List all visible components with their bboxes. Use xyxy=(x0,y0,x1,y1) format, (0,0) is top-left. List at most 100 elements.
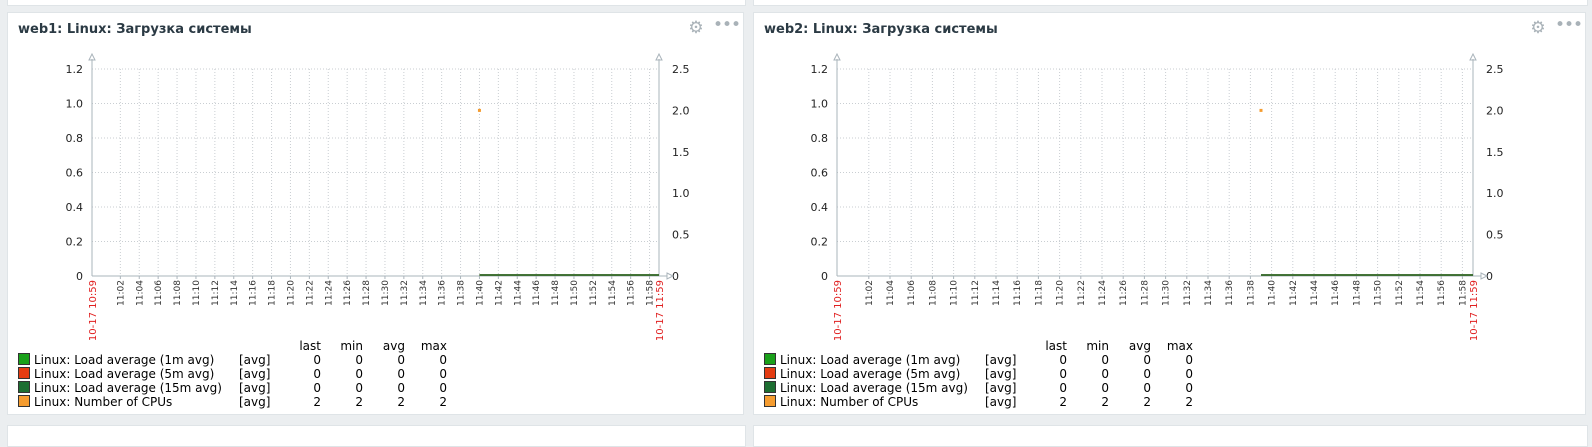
legend-header-max: max xyxy=(420,339,447,353)
legend-swatch xyxy=(764,367,776,379)
x-end-label: 10-17 11:59 xyxy=(1469,280,1480,341)
x-tick-label: 11:14 xyxy=(230,280,240,306)
y-right-axis-arrow xyxy=(655,52,663,61)
y-right-tick-label: 0.5 xyxy=(1486,229,1504,242)
legend-avg: 0 xyxy=(397,353,405,367)
x-tick-label: 11:50 xyxy=(1374,280,1384,306)
graph-chart[interactable]: 11:02 11:04 11:06 11:08 11:10 11:12 11:14 11:16… xyxy=(8,41,745,341)
legend-series-name: Linux: Number of CPUs xyxy=(34,395,173,409)
legend-min: 0 xyxy=(355,381,363,395)
x-tick-label: 11:46 xyxy=(1331,280,1341,306)
y-left-tick-label: 0.2 xyxy=(66,236,84,249)
x-tick-label: 11:32 xyxy=(1183,280,1193,306)
y-left-tick-label: 1.0 xyxy=(811,98,829,111)
legend-swatch xyxy=(764,353,776,365)
y-left-tick-label: 0.8 xyxy=(66,132,84,145)
x-tick-label: 11:38 xyxy=(457,280,467,306)
legend-swatch xyxy=(18,367,30,379)
legend-swatch xyxy=(764,395,776,407)
legend-min: 0 xyxy=(1101,381,1109,395)
x-tick-label: 11:02 xyxy=(116,280,126,306)
series-point xyxy=(477,108,481,112)
x-tick-label: 11:12 xyxy=(211,280,221,306)
x-axis-arrow xyxy=(666,272,675,280)
y-right-tick-label: 2.5 xyxy=(672,63,690,76)
y-left-tick-label: 1.0 xyxy=(66,98,84,111)
y-left-tick-label: 0.6 xyxy=(66,167,84,180)
legend-swatch xyxy=(18,395,30,407)
legend-max: 2 xyxy=(1185,395,1193,409)
legend-row: Linux: Load average (5m avg) [avg] 0 0 0… xyxy=(18,367,447,381)
legend-function: [avg] xyxy=(985,395,1017,409)
legend-series-name: Linux: Load average (1m avg) xyxy=(780,353,961,367)
legend-row: Linux: Load average (15m avg) [avg] 0 0 … xyxy=(764,381,1193,395)
x-end-label: 10-17 11:59 xyxy=(655,280,666,341)
x-tick-label: 11:58 xyxy=(646,280,656,306)
x-tick-label: 11:26 xyxy=(343,280,353,306)
x-tick-label: 11:48 xyxy=(551,280,561,306)
legend-function: [avg] xyxy=(985,381,1017,395)
legend-min: 2 xyxy=(1101,395,1109,409)
legend-function: [avg] xyxy=(239,367,271,381)
x-tick-label: 11:06 xyxy=(154,280,164,306)
legend-last: 2 xyxy=(313,395,321,409)
legend-max: 0 xyxy=(439,367,447,381)
x-tick-label: 11:42 xyxy=(494,280,504,306)
x-tick-label: 11:18 xyxy=(268,280,278,306)
graph-chart[interactable]: 11:02 11:04 11:06 11:08 11:10 11:12 11:14 11:16… xyxy=(754,41,1587,341)
x-tick-label: 11:54 xyxy=(608,280,618,306)
x-tick-label: 11:54 xyxy=(1416,280,1426,306)
legend-header-avg: avg xyxy=(1128,339,1151,353)
legend-min: 0 xyxy=(1101,367,1109,381)
x-tick-label: 11:22 xyxy=(305,280,315,306)
legend-row: Linux: Load average (1m avg) [avg] 0 0 0… xyxy=(764,353,1193,367)
x-tick-label: 11:42 xyxy=(1289,280,1299,306)
x-tick-label: 11:52 xyxy=(589,280,599,306)
legend-avg: 0 xyxy=(1143,381,1151,395)
legend-avg: 0 xyxy=(397,381,405,395)
legend-row: Linux: Number of CPUs [avg] 2 2 2 2 xyxy=(764,395,1193,409)
x-tick-label: 11:12 xyxy=(971,280,981,306)
x-tick-label: 11:24 xyxy=(324,280,334,306)
x-tick-label: 11:58 xyxy=(1458,280,1468,306)
x-tick-label: 11:30 xyxy=(381,280,391,306)
legend-function: [avg] xyxy=(985,367,1017,381)
x-tick-label: 11:04 xyxy=(886,280,896,306)
x-tick-label: 11:36 xyxy=(1225,280,1235,306)
legend-avg: 2 xyxy=(397,395,405,409)
ellipsis-icon[interactable]: ••• xyxy=(713,15,741,35)
x-tick-label: 11:18 xyxy=(1034,280,1044,306)
x-tick-label: 11:56 xyxy=(1437,280,1447,306)
x-tick-label: 11:34 xyxy=(419,280,429,306)
x-tick-label: 11:02 xyxy=(865,280,875,306)
y-left-axis-arrow xyxy=(833,52,841,61)
x-tick-label: 11:24 xyxy=(1098,280,1108,306)
legend-avg: 0 xyxy=(1143,367,1151,381)
ellipsis-icon[interactable]: ••• xyxy=(1555,15,1583,35)
y-right-tick-label: 0 xyxy=(672,270,679,283)
legend-header-min: min xyxy=(340,339,363,353)
x-start-label: 10-17 10:59 xyxy=(833,280,844,341)
y-left-tick-label: 1.2 xyxy=(66,63,84,76)
x-tick-label: 11:22 xyxy=(1077,280,1087,306)
legend-row: Linux: Load average (1m avg) [avg] 0 0 0… xyxy=(18,353,447,367)
gear-icon[interactable]: ⚙ xyxy=(688,18,704,38)
x-tick-label: 11:46 xyxy=(532,280,542,306)
legend-min: 0 xyxy=(1101,353,1109,367)
legend-function: [avg] xyxy=(239,353,271,367)
gear-icon[interactable]: ⚙ xyxy=(1530,18,1546,38)
widget-title: web2: Linux: Загрузка системы xyxy=(764,22,998,37)
legend-last: 0 xyxy=(1059,367,1067,381)
legend-min: 2 xyxy=(355,395,363,409)
x-tick-label: 11:52 xyxy=(1395,280,1405,306)
x-tick-label: 11:10 xyxy=(192,280,202,306)
legend-header-avg: avg xyxy=(382,339,405,353)
legend-series-name: Linux: Load average (15m avg) xyxy=(34,381,222,395)
widget-stub-bottom-left xyxy=(7,425,746,447)
y-left-tick-label: 0.4 xyxy=(811,201,829,214)
x-tick-label: 11:30 xyxy=(1162,280,1172,306)
legend-header-last: last xyxy=(299,339,321,353)
x-tick-label: 11:36 xyxy=(438,280,448,306)
y-right-tick-label: 2.0 xyxy=(672,104,690,117)
y-right-tick-label: 2.0 xyxy=(1486,104,1504,117)
